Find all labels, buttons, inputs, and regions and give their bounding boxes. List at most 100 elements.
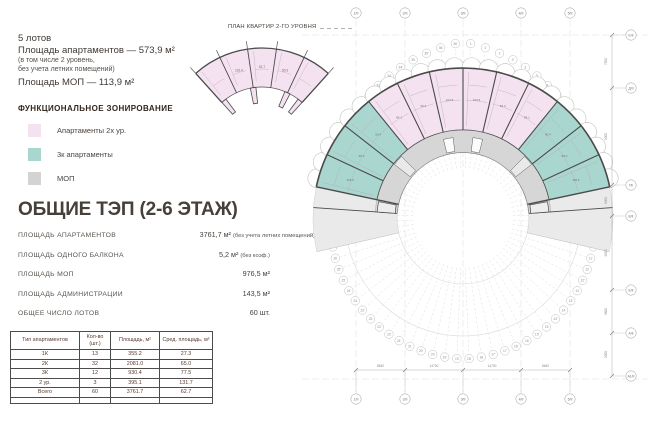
svg-text:22: 22	[387, 332, 391, 336]
tep-row: ПЛОЩАДЬ АДМИНИСТРАЦИИ 143,5 м²	[18, 289, 270, 298]
table-cell	[10, 396, 80, 404]
svg-text:1': 1'	[484, 46, 487, 50]
svg-text:8: 8	[590, 176, 592, 180]
bottom-axis-ruler: 1/II 1/II 8640 2/II 2/II 14700 3/II 3/II 14700 4/…	[350, 7, 576, 405]
svg-text:30': 30'	[337, 152, 342, 156]
svg-text:16': 16'	[514, 344, 519, 348]
legend-title: ФУНКЦИОНАЛЬНОЕ ЗОНИРОВАНИЕ	[18, 104, 174, 113]
right-axis-ruler: Е/II 7500 Д/II 9000 Г/II 9000 В/II 9000 Б/II 3600…	[604, 29, 637, 382]
radial-axis-labels: 11'22'33'44'55'66'77'88'99'1010'1111'121…	[326, 39, 600, 364]
svg-text:15': 15'	[535, 332, 540, 336]
legend-swatch	[28, 148, 41, 161]
svg-text:3: 3	[524, 66, 526, 70]
table-row: 2 ур. 3 395.1 131.7	[10, 377, 213, 388]
table-cell: 1К	[10, 349, 80, 360]
svg-text:11': 11'	[589, 256, 593, 260]
table-row: Всего 60 3761.7 62.7	[10, 387, 213, 398]
table-cell: 32	[79, 358, 111, 369]
svg-text:5: 5	[564, 105, 566, 109]
svg-text:13': 13'	[569, 299, 574, 303]
orthogonal-grid	[302, 20, 648, 392]
svg-text:24: 24	[353, 299, 357, 303]
svg-text:9': 9'	[594, 210, 597, 214]
svg-text:27': 27'	[329, 222, 334, 226]
note-line-2: без учета летних помещений)	[18, 65, 115, 73]
svg-text:31: 31	[341, 140, 345, 144]
svg-text:24': 24'	[347, 289, 352, 293]
svg-text:35': 35'	[424, 51, 429, 55]
zoning-legend: ФУНКЦИОНАЛЬНОЕ ЗОНИРОВАНИЕ Апартаменты 2…	[18, 104, 173, 185]
svg-text:34': 34'	[398, 66, 403, 70]
svg-text:28': 28'	[331, 199, 336, 203]
svg-text:52.7: 52.7	[259, 65, 265, 69]
svg-text:99.2: 99.2	[562, 154, 568, 158]
svg-text:А/II: А/II	[629, 331, 634, 335]
svg-text:14700: 14700	[430, 364, 439, 368]
table-cell: 77.5	[159, 368, 213, 379]
svg-text:4': 4'	[556, 94, 559, 98]
tep-row-label: ПЛОЩАДЬ МОП	[18, 271, 74, 278]
svg-text:3/II: 3/II	[461, 11, 466, 15]
svg-text:2': 2'	[512, 58, 515, 62]
svg-text:104.5: 104.5	[473, 98, 481, 102]
level2-unit-labels: 118.4 52.7 59.3	[235, 65, 288, 72]
svg-text:Д/II: Д/II	[629, 86, 634, 90]
svg-text:19': 19'	[443, 355, 448, 359]
svg-text:12: 12	[585, 268, 589, 272]
svg-text:1: 1	[470, 42, 472, 46]
table-cell: 930.4	[110, 368, 160, 379]
svg-text:8640: 8640	[542, 364, 549, 368]
small-plan-title: ПЛАН КВАРТИР 2-ГО УРОВНЯ	[228, 24, 317, 30]
svg-text:90.4: 90.4	[375, 133, 381, 137]
svg-text:18': 18'	[467, 357, 472, 361]
table-cell	[110, 396, 160, 404]
svg-text:8640: 8640	[377, 364, 384, 368]
svg-text:2/II: 2/II	[403, 11, 408, 15]
tep-row: ПЛОЩАДЬ ОДНОГО БАЛКОНА 5,2 м² (без коэф.)	[18, 250, 270, 259]
table-cell	[79, 396, 111, 404]
svg-text:9: 9	[592, 199, 594, 203]
svg-text:25': 25'	[337, 268, 342, 272]
svg-text:В/II: В/II	[629, 214, 634, 218]
svg-text:4/II: 4/II	[519, 11, 524, 15]
svg-text:10: 10	[593, 222, 597, 226]
tep-row-note: (без учета летних помещений)	[232, 233, 315, 239]
legend-item-label: 3к апартаменты	[57, 150, 113, 159]
table-header-cell: Площадь, м²	[110, 331, 160, 350]
legend-item: Апартаменты 2х ур.	[28, 124, 173, 137]
table-row: 3К 12 930.4 77.5	[10, 368, 213, 379]
svg-text:99.2: 99.2	[359, 154, 365, 158]
svg-text:5/II: 5/II	[568, 11, 573, 15]
table-cell: 12	[79, 368, 111, 379]
table-cell: 60	[79, 387, 111, 398]
tep-row-value: 5,2 м² (без коэф.)	[219, 249, 270, 259]
table-cell: 131.7	[159, 377, 213, 388]
svg-text:59.3: 59.3	[500, 104, 506, 108]
building-plan	[307, 57, 619, 252]
svg-text:22': 22'	[377, 325, 382, 329]
lots-count: 5 лотов	[18, 33, 52, 44]
svg-text:18: 18	[479, 355, 483, 359]
summary-info: 5 лотов Площадь апартаментов — 573,9 м² …	[18, 33, 175, 89]
table-row: 1К 13 355.2 27.3	[10, 349, 213, 360]
svg-text:118.6: 118.6	[572, 178, 580, 182]
tep-row-value: 143,5 м²	[242, 288, 270, 298]
svg-text:9000: 9000	[604, 197, 608, 204]
svg-text:9000: 9000	[604, 351, 608, 358]
table-row: 2К 32 2081.0 65.0	[10, 358, 213, 369]
svg-text:5': 5'	[571, 116, 574, 120]
svg-text:8': 8'	[590, 188, 593, 192]
tep-row-value: 976,5 м²	[242, 269, 270, 278]
table-cell: 2081.0	[110, 358, 160, 369]
svg-text:7: 7	[586, 152, 588, 156]
table-cell	[159, 396, 213, 404]
level2-plan	[190, 28, 352, 115]
svg-text:26: 26	[333, 256, 337, 260]
svg-text:10': 10'	[593, 234, 598, 238]
svg-text:28: 28	[329, 210, 333, 214]
svg-text:59.3: 59.3	[420, 104, 426, 108]
legend-item: 3к апартаменты	[28, 148, 173, 161]
svg-text:36': 36'	[453, 42, 458, 46]
svg-text:14': 14'	[553, 317, 558, 321]
table-cell: 3К	[10, 368, 80, 379]
